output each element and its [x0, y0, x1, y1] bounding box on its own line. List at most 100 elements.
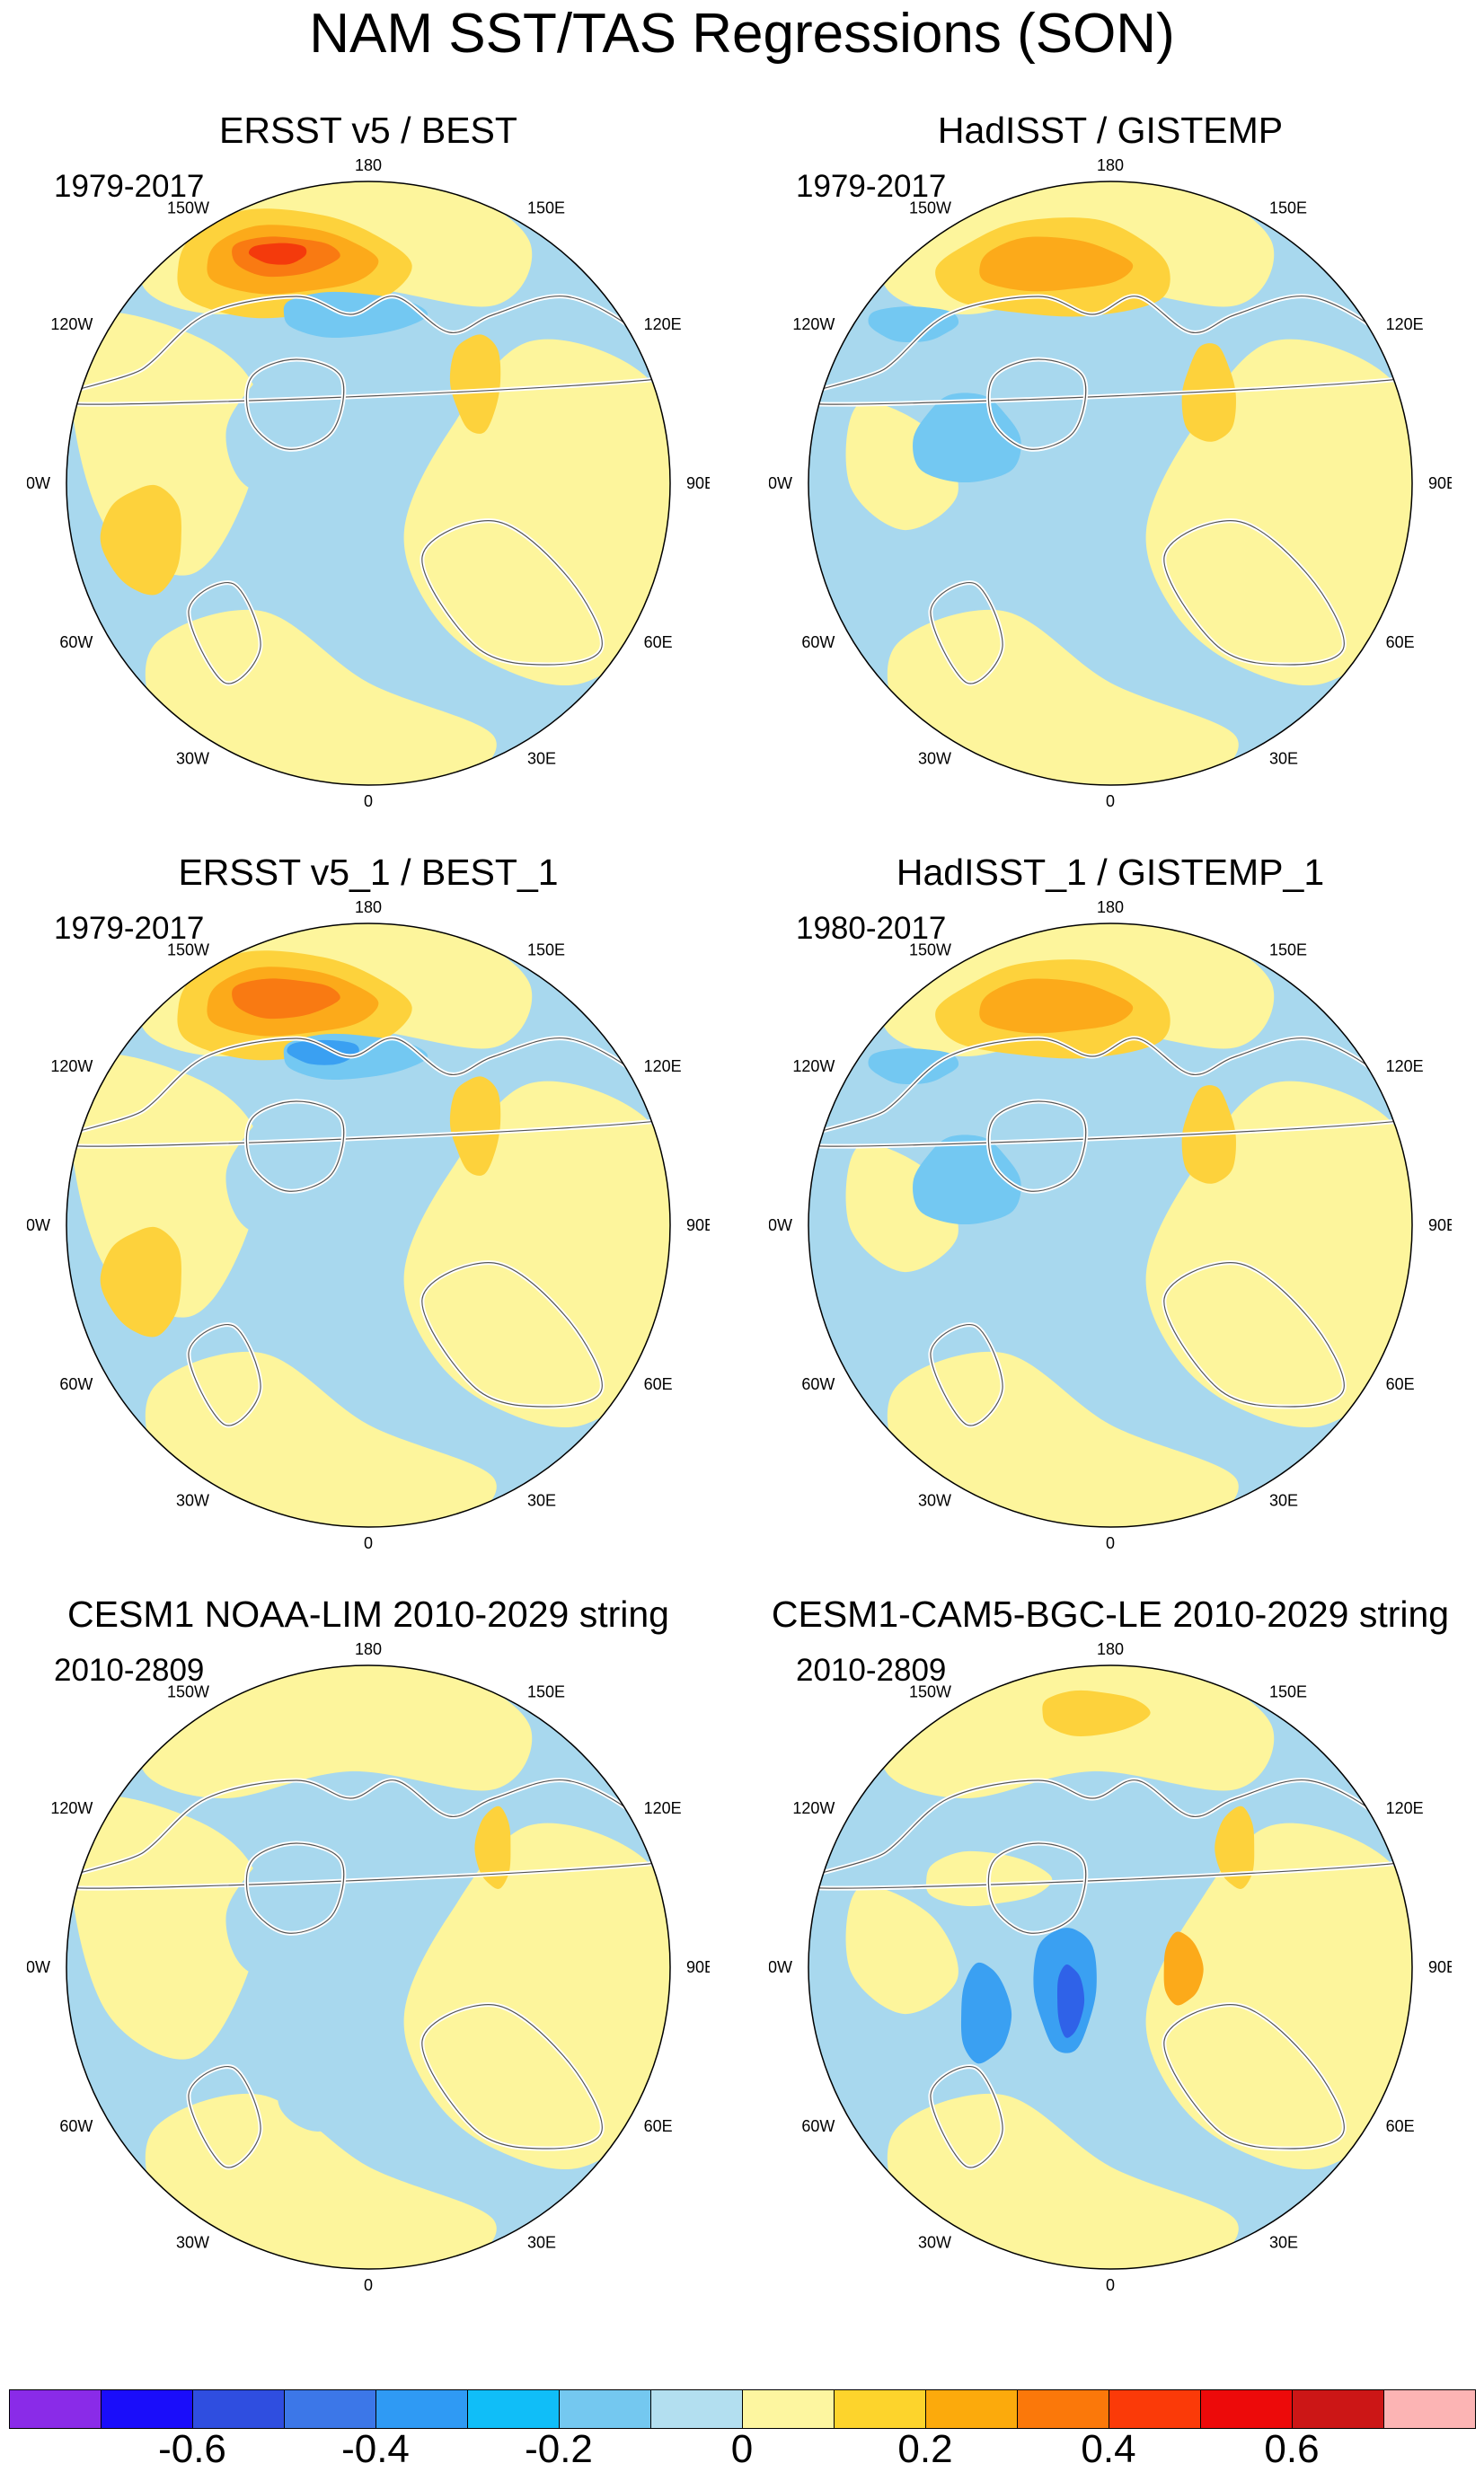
map-field [66, 181, 670, 785]
kamchatka-warm [578, 1698, 623, 1762]
map-field [808, 1665, 1412, 2269]
colorbar-label: -0.6 [158, 2427, 226, 2471]
lon-label-n: 180 [1097, 156, 1124, 174]
panel-title: ERSST v5 / BEST [219, 110, 517, 151]
polar-map: 180 150E 120E 90E 60E 30E 0 30W 60W 90W 120W 150W [769, 156, 1452, 810]
lon-label-sw1: 60W [801, 1375, 835, 1393]
lon-label-se: 30E [527, 750, 556, 768]
colorbar-box [1017, 2389, 1109, 2429]
america-warm [100, 484, 181, 596]
polar-map: 180 150E 120E 90E 60E 30E 0 30W 60W 90W 120W 150W [27, 1640, 710, 2294]
lon-label-w1: 120W [792, 315, 835, 333]
coastline [930, 582, 1003, 684]
coastline [1163, 520, 1345, 666]
atlantic-anomaly [145, 1351, 497, 1527]
lon-label-w: 90W [769, 474, 792, 492]
arctic-cool [913, 1134, 1021, 1225]
coastline [987, 358, 1087, 450]
lon-label-nw: 150W [167, 940, 209, 958]
lon-label-ne: 150E [527, 940, 565, 958]
lon-label-sw: 30W [918, 2234, 951, 2252]
colorbar-box [284, 2389, 376, 2429]
lon-label-nw: 150W [167, 1682, 209, 1700]
panel-years: 1979-2017 [54, 169, 205, 204]
lon-label-ne: 150E [1269, 199, 1307, 216]
colorbar-box [101, 2389, 193, 2429]
lon-label-e1: 120E [644, 1057, 682, 1075]
coastline [930, 1324, 1003, 1426]
map-frame [808, 923, 1413, 1528]
panel-years: 2010-2809 [54, 1653, 205, 1688]
map-panel-6: CESM1-CAM5-BGC-LE 2010-2029 string 2010-… [769, 1592, 1452, 2328]
canada-cool [868, 306, 959, 343]
map-panel-4: HadISST_1 / GISTEMP_1 1980-2017 180 150E 1… [769, 850, 1452, 1586]
map-field [808, 181, 1412, 785]
colorbar-box [375, 2389, 468, 2429]
map-field [66, 1665, 670, 2269]
lon-label-w: 90W [769, 1958, 792, 1976]
atlantic-cool [277, 2022, 351, 2132]
lon-label-e: 90E [1428, 474, 1452, 492]
lon-label-w: 90W [27, 474, 50, 492]
america-warm [100, 1226, 181, 1338]
lon-label-se1: 60E [644, 2117, 673, 2135]
polar-map: 180 150E 120E 90E 60E 30E 0 30W 60W 90W 120W 150W [769, 1640, 1452, 2294]
pacific-warm-4 [248, 243, 307, 265]
lon-label-e1: 120E [644, 1799, 682, 1817]
lon-label-se: 30E [1269, 2234, 1298, 2252]
coastline [245, 1842, 345, 1934]
lon-label-sw1: 60W [59, 633, 93, 651]
lon-label-e: 90E [686, 1958, 710, 1976]
colorbar-box [559, 2389, 651, 2429]
beaufort-cool-2 [287, 1039, 359, 1065]
colorbar-box [834, 2389, 926, 2429]
coastline [245, 358, 345, 450]
lon-label-ne: 150E [527, 1682, 565, 1700]
lon-label-se1: 60E [1386, 633, 1415, 651]
coastline [188, 582, 261, 684]
lon-label-nw: 150W [909, 940, 951, 958]
lon-label-w1: 120W [792, 1057, 835, 1075]
coastline [1163, 2004, 1345, 2150]
map-field [808, 923, 1412, 1527]
lon-label-sw1: 60W [801, 633, 835, 651]
eurasia-anomaly [1145, 1823, 1412, 2169]
colorbar-box [9, 2389, 102, 2429]
colorbar [9, 2389, 1476, 2429]
lon-label-e: 90E [1428, 1958, 1452, 1976]
coastline [421, 520, 603, 666]
polar-map: 180 150E 120E 90E 60E 30E 0 30W 60W 90W 120W 150W [769, 898, 1452, 1552]
arctic-field [225, 346, 398, 508]
lon-label-n: 180 [355, 156, 382, 174]
panel-title: HadISST / GISTEMP [937, 110, 1284, 151]
lon-label-sw1: 60W [59, 2117, 93, 2135]
lon-label-sw: 30W [918, 1492, 951, 1510]
arctic-field [225, 1830, 398, 1992]
eurasia-anomaly [403, 1823, 670, 2169]
siberia-warm [474, 1805, 511, 1889]
panel-years: 1979-2017 [54, 911, 205, 946]
colorbar-label: 0.2 [897, 2427, 953, 2471]
main-title: NAM SST/TAS Regressions (SON) [309, 3, 1175, 65]
lon-label-se: 30E [527, 2234, 556, 2252]
colorbar-box [742, 2389, 835, 2429]
siberia-warm [449, 1076, 501, 1176]
lon-label-s: 0 [364, 792, 373, 810]
colorbar-box [192, 2389, 285, 2429]
colorbar-box [1383, 2389, 1476, 2429]
panel-years: 1980-2017 [796, 911, 947, 946]
panel-years: 2010-2809 [796, 1653, 947, 1688]
lon-label-e1: 120E [1386, 1799, 1424, 1817]
panel-title: HadISST_1 / GISTEMP_1 [896, 852, 1325, 893]
lon-label-e1: 120E [1386, 315, 1424, 333]
atlantic-anomaly [145, 2093, 497, 2269]
lon-label-w: 90W [27, 1958, 50, 1976]
map-frame [808, 1664, 1413, 2270]
lon-label-w: 90W [27, 1216, 50, 1234]
atlantic-anomaly [887, 609, 1239, 785]
lon-label-w1: 120W [50, 315, 93, 333]
lon-label-n: 180 [355, 1640, 382, 1658]
lon-label-w1: 120W [50, 1057, 93, 1075]
lon-label-ne: 150E [527, 199, 565, 216]
coastline [1163, 1262, 1345, 1408]
